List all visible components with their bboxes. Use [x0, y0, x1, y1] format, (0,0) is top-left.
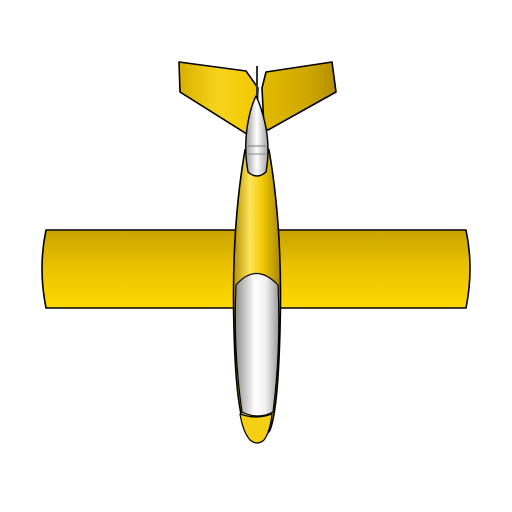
- nose-cone: [239, 413, 273, 444]
- canopy: [234, 272, 280, 417]
- left-v-tail-fin: [178, 61, 259, 137]
- tail-cone: [245, 95, 269, 177]
- right-v-tail-fin: [261, 61, 337, 131]
